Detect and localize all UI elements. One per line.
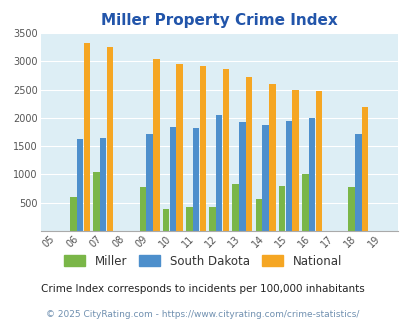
Bar xyxy=(100,138,106,231)
Bar xyxy=(315,91,321,231)
Bar xyxy=(185,207,192,231)
Bar xyxy=(354,134,361,231)
Bar xyxy=(176,64,182,231)
Bar xyxy=(209,207,215,231)
Legend: Miller, South Dakota, National: Miller, South Dakota, National xyxy=(60,250,345,273)
Bar xyxy=(70,197,77,231)
Bar xyxy=(245,77,252,231)
Text: Crime Index corresponds to incidents per 100,000 inhabitants: Crime Index corresponds to incidents per… xyxy=(41,284,364,294)
Bar xyxy=(278,186,285,231)
Bar xyxy=(199,66,205,231)
Bar xyxy=(93,172,100,231)
Bar xyxy=(301,174,308,231)
Bar xyxy=(83,43,90,231)
Bar xyxy=(347,187,354,231)
Bar xyxy=(222,69,229,231)
Bar xyxy=(308,118,315,231)
Bar xyxy=(361,107,367,231)
Bar xyxy=(292,90,298,231)
Bar xyxy=(285,121,291,231)
Bar xyxy=(255,199,262,231)
Bar xyxy=(107,47,113,231)
Bar xyxy=(262,125,268,231)
Bar xyxy=(153,59,159,231)
Bar xyxy=(77,139,83,231)
Text: © 2025 CityRating.com - https://www.cityrating.com/crime-statistics/: © 2025 CityRating.com - https://www.city… xyxy=(46,310,359,319)
Title: Miller Property Crime Index: Miller Property Crime Index xyxy=(100,13,337,28)
Bar xyxy=(192,128,199,231)
Bar xyxy=(139,187,146,231)
Bar xyxy=(269,84,275,231)
Bar xyxy=(146,134,153,231)
Bar xyxy=(239,122,245,231)
Bar xyxy=(162,209,169,231)
Bar xyxy=(215,115,222,231)
Bar xyxy=(232,184,239,231)
Bar xyxy=(169,127,176,231)
